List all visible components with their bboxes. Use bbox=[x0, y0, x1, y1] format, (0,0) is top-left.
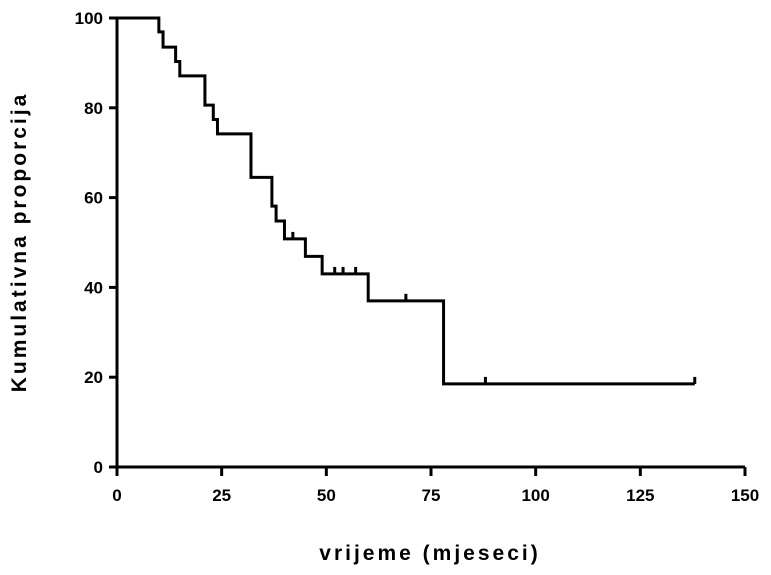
survival-step-line bbox=[117, 16, 695, 386]
y-axis-title: Kumulativna proporcija bbox=[8, 92, 31, 393]
y-tick-label: 80 bbox=[84, 99, 103, 118]
y-tick-label: 40 bbox=[84, 278, 103, 297]
x-tick-label: 0 bbox=[112, 486, 121, 505]
x-tick-label: 75 bbox=[422, 486, 441, 505]
y-tick-label: 100 bbox=[75, 9, 103, 28]
x-tick-label: 150 bbox=[731, 486, 759, 505]
x-tick-label: 25 bbox=[212, 486, 231, 505]
y-tick-label: 20 bbox=[84, 368, 103, 387]
x-tick-label: 50 bbox=[317, 486, 336, 505]
y-tick-label: 60 bbox=[84, 189, 103, 208]
x-ticks: 0 25 50 75 100 125 150 bbox=[112, 467, 759, 505]
censor-marks bbox=[291, 231, 697, 384]
x-tick-label: 125 bbox=[626, 486, 654, 505]
y-tick-label: 0 bbox=[94, 458, 103, 477]
x-axis-title: vrijeme (mjeseci) bbox=[319, 542, 540, 565]
x-tick-label: 100 bbox=[521, 486, 549, 505]
y-ticks: 0 20 40 60 80 100 bbox=[75, 9, 117, 477]
axes bbox=[115, 18, 745, 469]
